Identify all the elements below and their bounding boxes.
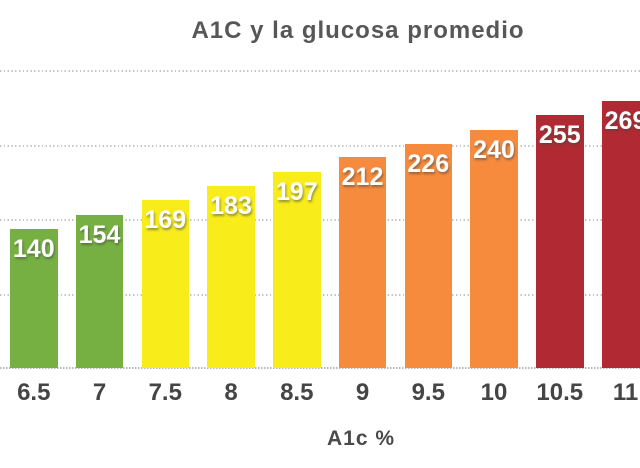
x-axis-title: A1c %: [326, 427, 396, 450]
chart-title: A1C y la glucosa promedio: [191, 17, 525, 44]
bar-value-label: 169: [144, 206, 187, 235]
bar-9.5: 226: [404, 143, 452, 368]
gridline-y225: [0, 144, 640, 147]
bar-value-label: 212: [341, 163, 384, 192]
x-tick-label-7: 7: [92, 379, 107, 406]
gridline-y300: [0, 70, 640, 72]
bar-value-label: 154: [78, 221, 121, 250]
x-tick-label-11: 11: [612, 379, 639, 406]
x-tick-label-6.5: 6.5: [17, 379, 51, 406]
bar-value-label: 226: [407, 149, 450, 178]
bar-value-label: 255: [538, 120, 581, 149]
x-tick-label-8: 8: [224, 379, 238, 406]
bar-9: 212: [338, 157, 387, 368]
x-axis-line: [0, 367, 640, 369]
bar-value-label: 269: [604, 106, 640, 135]
x-tick-label-9.5: 9.5: [411, 379, 445, 406]
bar-8: 183: [207, 186, 255, 368]
bar-10.5: 255: [536, 114, 584, 368]
x-tick-label-7.5: 7.5: [148, 379, 182, 406]
bar-10: 240: [470, 129, 518, 368]
bar-value-label: 197: [275, 178, 318, 207]
x-tick-label-8.5: 8.5: [280, 379, 314, 406]
x-tick-label-9: 9: [355, 379, 370, 406]
bar-6.5: 140: [10, 228, 58, 368]
bar-11: 269: [601, 100, 640, 368]
bar-8.5: 197: [273, 172, 321, 368]
bar-7: 154: [75, 215, 124, 368]
bar-value-label: 183: [210, 192, 252, 221]
x-tick-label-10: 10: [480, 379, 508, 406]
bar-value-label: 140: [12, 234, 55, 263]
bar-value-label: 240: [473, 135, 515, 164]
bar-7.5: 169: [141, 200, 189, 368]
x-tick-label-10.5: 10.5: [536, 379, 584, 406]
